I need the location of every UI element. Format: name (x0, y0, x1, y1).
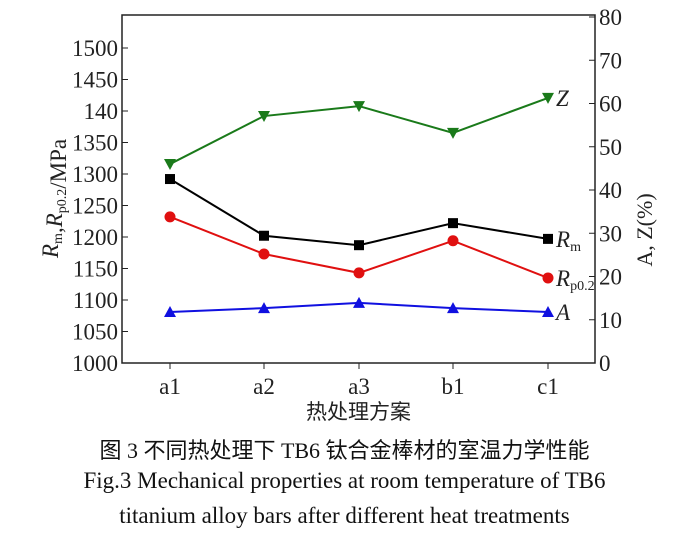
right-tick-label: 30 (599, 221, 622, 246)
marker-A (447, 302, 459, 314)
x-axis-label: 热处理方案 (306, 400, 411, 424)
x-tick-label: c1 (537, 374, 559, 399)
right-tick-label: 50 (599, 135, 622, 160)
left-tick-label: 140 (84, 99, 119, 124)
marker-A (542, 305, 554, 317)
series-label-Z: Z (556, 86, 569, 111)
right-tick-label: 80 (599, 5, 622, 30)
caption-en-line1: Fig.3 Mechanical properties at room temp… (83, 468, 606, 493)
right-tick-label: 20 (599, 265, 622, 290)
marker-Rp0.2 (447, 235, 459, 247)
marker-Rp0.2 (164, 211, 176, 223)
left-tick-label: 1250 (72, 194, 118, 219)
marker-Rm (165, 174, 175, 185)
left-tick-label: 1200 (72, 225, 118, 250)
marker-Rm (259, 230, 269, 241)
marker-A (353, 296, 365, 308)
left-axis-label: Rm,Rp0.2/MPa (38, 139, 71, 259)
series-line-Rm (169, 178, 549, 247)
series-label-A: A (554, 300, 571, 325)
series-label-Rm: Rm (555, 227, 581, 255)
left-tick-label: 1350 (72, 131, 118, 156)
marker-Rm (448, 218, 458, 229)
caption-en-line2: titanium alloy bars after different heat… (119, 503, 570, 528)
marker-Z (164, 159, 176, 171)
right-tick-label: 0 (599, 351, 611, 376)
marker-Z (353, 101, 365, 113)
left-tick-label: 1100 (73, 288, 118, 313)
left-tick-label: 1300 (72, 162, 118, 187)
left-tick-label: 1000 (72, 351, 118, 376)
marker-Z (542, 92, 554, 104)
marker-Rp0.2 (353, 267, 365, 279)
marker-Rp0.2 (542, 272, 554, 284)
x-tick-label: a3 (348, 374, 370, 399)
left-tick-label: 1450 (72, 68, 118, 93)
marker-A (258, 302, 270, 314)
marker-Z (447, 127, 459, 139)
x-tick-label: a1 (159, 374, 181, 399)
caption-zh: 图 3 不同热处理下 TB6 钛合金棒材的室温力学性能 (99, 438, 590, 463)
marker-Rm (354, 240, 364, 251)
marker-A (164, 305, 176, 317)
right-axis-label: A, Z(%) (632, 193, 657, 266)
marker-Z (258, 111, 270, 123)
marker-Rm (543, 233, 553, 244)
left-tick-label: 1150 (73, 257, 118, 282)
left-tick-label: 1050 (72, 320, 118, 345)
marker-Rp0.2 (258, 248, 270, 260)
right-tick-label: 10 (599, 308, 622, 333)
right-tick-label: 40 (599, 178, 622, 203)
x-tick-label: b1 (442, 374, 465, 399)
right-tick-label: 70 (599, 48, 622, 73)
x-tick-label: a2 (253, 374, 275, 399)
right-tick-label: 60 (599, 92, 622, 117)
left-tick-label: 1500 (72, 36, 118, 61)
series-label-Rp0.2: Rp0.2 (555, 266, 595, 294)
